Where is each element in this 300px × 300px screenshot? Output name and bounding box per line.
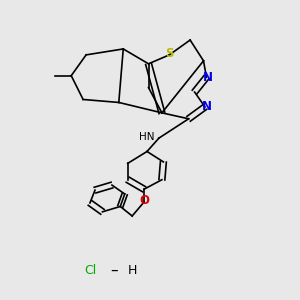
- Text: S: S: [165, 47, 174, 60]
- Text: N: N: [202, 100, 212, 113]
- Text: H: H: [128, 264, 137, 277]
- Text: Cl: Cl: [84, 264, 97, 277]
- Text: –: –: [110, 263, 118, 278]
- Text: O: O: [139, 194, 149, 207]
- Text: N: N: [203, 71, 213, 84]
- Text: HN: HN: [139, 132, 155, 142]
